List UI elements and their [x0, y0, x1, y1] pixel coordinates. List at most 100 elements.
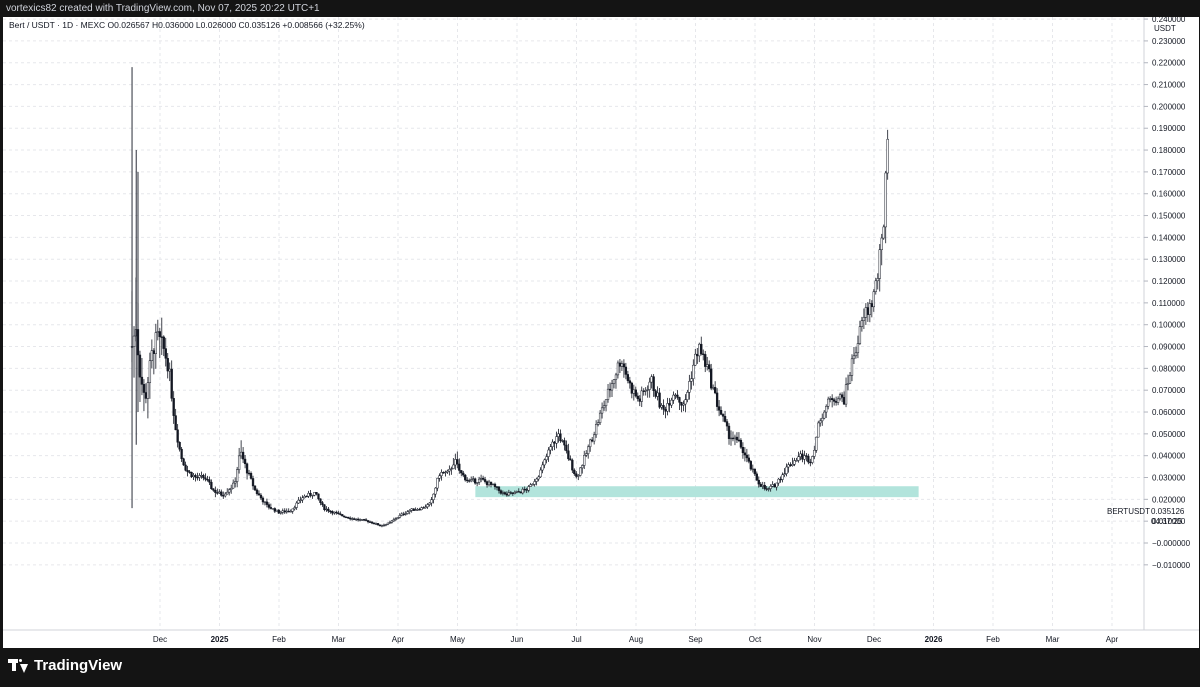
candle-body [745, 454, 749, 459]
candle-body [757, 479, 760, 485]
candle-body [394, 518, 397, 520]
y-tick-label: 0.060000 [1152, 408, 1186, 417]
y-tick-label: 0.140000 [1152, 233, 1186, 242]
y-tick-label: 0.080000 [1152, 364, 1186, 373]
candle-body [311, 494, 314, 497]
candle-body [414, 509, 417, 511]
candle-body [345, 516, 348, 519]
candle-body [749, 461, 752, 470]
candle-body [559, 433, 562, 442]
candle-body [593, 434, 596, 442]
y-tick-label: 0.170000 [1152, 168, 1186, 177]
candle-body [842, 397, 846, 405]
candle-body [339, 513, 342, 515]
y-tick-label: 0.160000 [1152, 190, 1186, 199]
candle-body [470, 479, 473, 482]
candle-body [533, 481, 536, 485]
candle-body [626, 374, 630, 381]
y-tick-label: 0.150000 [1152, 212, 1186, 221]
candle-body [708, 364, 711, 370]
candle-body [180, 448, 183, 459]
time-axis[interactable]: Dec 2025 Feb Mar Apr May Jun Jul Aug Sep Oct Nov Dec… [153, 635, 1119, 644]
price-axis-unit: USDT [1154, 24, 1176, 33]
candle-body [638, 398, 641, 402]
y-tick-label: 0.110000 [1152, 299, 1185, 308]
x-tick-label: Feb [272, 635, 286, 644]
candle-body [527, 486, 530, 491]
symbol-legend[interactable]: Bert / USDT · 1D · MEXC O0.026567 H0.036… [9, 20, 365, 30]
candle-body [307, 492, 310, 497]
candle-body [228, 489, 231, 493]
candle-body [466, 479, 469, 482]
candle-body [821, 417, 824, 422]
y-tick-label: 0.050000 [1152, 430, 1186, 439]
candle-body [870, 303, 873, 308]
candle-body [755, 473, 758, 481]
candle-body [430, 499, 433, 504]
candle-body [450, 468, 453, 470]
candle-body [283, 510, 286, 513]
candle-body [868, 303, 871, 315]
candle-body [297, 499, 300, 504]
candle-body [616, 362, 620, 376]
candle-body [834, 401, 838, 403]
candle-body [567, 450, 570, 460]
candle-body [335, 511, 338, 514]
candle-body [876, 278, 879, 282]
candle-body [846, 383, 850, 385]
candle-body [436, 478, 439, 489]
last-price-value: 0.035126 [1151, 507, 1185, 516]
candle-body [237, 455, 241, 470]
candle-body [604, 399, 608, 407]
candle-body [598, 412, 602, 423]
candle-body [825, 406, 828, 413]
candle-body [194, 475, 197, 478]
candle-body [333, 511, 336, 514]
candle-body [723, 416, 727, 422]
candle-body [454, 459, 457, 466]
price-chart[interactable]: 0.2500000.2400000.2300000.2200000.210000… [3, 17, 1199, 648]
candle-body [392, 519, 395, 522]
candle-body [281, 510, 284, 513]
y-tick-label: 0.220000 [1152, 59, 1186, 68]
x-tick-label: Oct [749, 635, 762, 644]
candle-body [247, 472, 251, 475]
candle-body [224, 493, 227, 497]
y-tick-label: 0.210000 [1152, 81, 1186, 90]
candle-body [390, 520, 394, 523]
candle-body [287, 510, 290, 513]
candle-body [511, 492, 514, 494]
chart-panel[interactable]: 0.2500000.2400000.2300000.2200000.210000… [3, 17, 1199, 648]
candle-body [142, 384, 146, 393]
y-tick-label: 0.130000 [1152, 255, 1186, 264]
y-tick-label: 0.100000 [1152, 321, 1186, 330]
candle-body [628, 380, 632, 384]
last-price-symbol: BERTUSDT [1107, 507, 1150, 516]
candle-body [644, 390, 647, 392]
candle-body [575, 473, 578, 477]
candle-body [317, 493, 320, 500]
candle-body [692, 364, 695, 379]
candle-body [668, 403, 671, 406]
candle-body [773, 484, 776, 488]
logo-text: TradingView [34, 657, 123, 674]
candle-body [795, 460, 798, 462]
candle-body [712, 387, 715, 389]
y-tick-label: 0.090000 [1152, 343, 1186, 352]
candle-body [519, 491, 522, 494]
candle-body [323, 504, 326, 511]
price-axis[interactable]: 0.2500000.2400000.2300000.2200000.210000… [1144, 17, 1191, 570]
candle-body [241, 451, 245, 460]
candle-body [640, 390, 643, 402]
y-tick-label: 0.180000 [1152, 146, 1186, 155]
candle-body [299, 499, 302, 502]
candle-body [216, 492, 219, 494]
candle-body [571, 459, 574, 471]
candle-body [372, 522, 376, 525]
candle-body [594, 424, 598, 436]
tradingview-logo[interactable]: TradingView [8, 657, 122, 674]
candle-body [327, 508, 330, 512]
candle-body [384, 524, 388, 526]
candle-body [864, 307, 868, 318]
candle-body [583, 455, 586, 466]
